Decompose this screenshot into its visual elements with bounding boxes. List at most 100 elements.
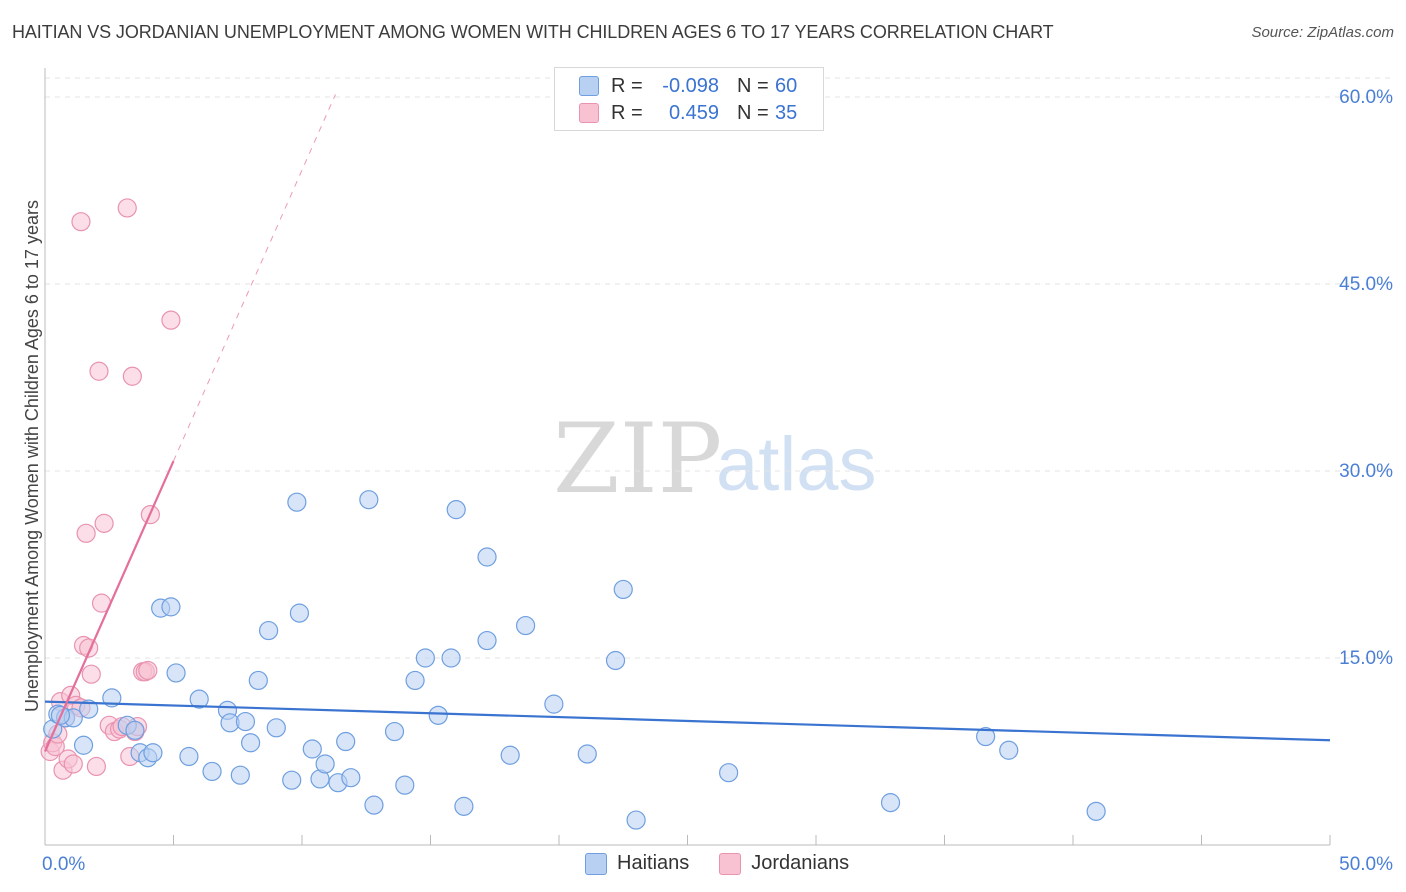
gridlines <box>45 77 1395 659</box>
series-jordanians <box>40 198 181 780</box>
point-jordanians <box>81 664 101 684</box>
point-haitians <box>976 726 996 747</box>
point-haitians <box>477 547 497 567</box>
point-jordanians <box>161 310 181 330</box>
x-tick-labels: 0.0% 50.0% <box>42 854 1393 875</box>
legend-label-haitians: Haitians <box>617 852 690 874</box>
point-haitians <box>415 648 435 668</box>
legend-item-jordanians[interactable]: Jordanians <box>719 852 849 875</box>
point-haitians <box>179 746 199 767</box>
point-haitians <box>258 620 279 641</box>
legend-r-value: -0.098 <box>662 74 719 97</box>
legend-row-haitians: R = -0.098 N = 60 <box>579 73 797 99</box>
legend-item-haitians[interactable]: Haitians <box>585 852 689 875</box>
trendline-jordanians <box>43 460 175 752</box>
watermark-zip: ZIP <box>553 403 722 515</box>
point-jordanians <box>94 513 114 533</box>
point-haitians <box>79 699 99 719</box>
point-haitians <box>515 615 536 636</box>
point-haitians <box>341 768 361 788</box>
y-tick-labels: 15.0% 30.0% 45.0% 60.0% <box>1339 87 1393 669</box>
point-haitians <box>282 770 302 790</box>
point-haitians <box>441 648 461 668</box>
point-haitians <box>230 765 250 785</box>
legend-row-jordanians: R = 0.459 N = 35 <box>579 100 797 126</box>
point-jordanians <box>71 212 91 232</box>
x-tick-label: 50.0% <box>1339 854 1393 875</box>
y-tick-label: 30.0% <box>1339 461 1393 482</box>
point-haitians <box>336 731 356 752</box>
y-tick-label: 60.0% <box>1339 87 1393 108</box>
point-haitians <box>315 754 335 774</box>
point-haitians <box>719 763 739 783</box>
point-jordanians <box>76 523 96 543</box>
legend-series: Haitians Jordanians <box>585 852 879 875</box>
point-haitians <box>73 735 94 755</box>
point-haitians <box>1086 801 1106 821</box>
point-haitians <box>500 745 520 765</box>
point-haitians <box>999 740 1019 760</box>
point-haitians <box>446 500 466 520</box>
watermark-atlas: atlas <box>716 422 877 507</box>
legend-n-value: 35 <box>775 101 798 124</box>
watermark: ZIP atlas <box>553 403 877 515</box>
legend-label-jordanians: Jordanians <box>751 852 850 874</box>
point-haitians <box>428 705 448 725</box>
point-haitians <box>395 775 415 795</box>
point-haitians <box>248 670 268 691</box>
legend-swatch-haitians <box>579 76 599 96</box>
point-haitians <box>166 663 186 683</box>
point-haitians <box>626 810 646 830</box>
point-haitians <box>454 796 474 816</box>
trendline-haitians <box>44 700 1331 742</box>
legend-n-value: 60 <box>775 74 798 97</box>
point-jordanians <box>63 754 83 774</box>
legend-n-label: N = <box>737 74 769 97</box>
point-jordanians <box>89 361 109 381</box>
chart-title: HAITIAN VS JORDANIAN UNEMPLOYMENT AMONG … <box>12 22 1054 42</box>
legend-swatch-haitians <box>585 852 607 875</box>
point-haitians <box>235 711 256 732</box>
point-haitians <box>880 793 901 813</box>
point-haitians <box>202 761 222 782</box>
y-tick-label: 15.0% <box>1339 648 1393 669</box>
point-jordanians <box>122 366 142 386</box>
point-haitians <box>364 795 384 815</box>
y-axis-label: Unemployment Among Women with Children A… <box>22 200 42 712</box>
axes <box>44 68 1331 846</box>
trendline-jordanians-extension <box>173 94 336 462</box>
point-haitians <box>289 603 310 623</box>
point-haitians <box>266 718 286 738</box>
trendlines <box>43 94 1331 752</box>
legend-swatch-jordanians <box>719 852 742 875</box>
point-haitians <box>287 492 307 512</box>
legend-n-label: N = <box>737 101 769 124</box>
legend-correlation: R = -0.098 N = 60 R = 0.459 N = 35 <box>554 67 824 131</box>
legend-r-label: R = <box>611 74 643 97</box>
series-haitians <box>43 490 1106 830</box>
point-haitians <box>605 650 626 671</box>
legend-swatch-jordanians <box>579 103 599 123</box>
point-haitians <box>577 744 597 764</box>
point-jordanians <box>117 198 137 218</box>
point-haitians <box>125 720 145 740</box>
x-tick-label: 0.0% <box>42 854 85 875</box>
point-haitians <box>359 490 379 510</box>
legend-r-label: R = <box>611 101 643 124</box>
point-haitians <box>405 670 425 691</box>
y-tick-label: 45.0% <box>1339 274 1393 295</box>
point-haitians <box>544 694 564 714</box>
legend-r-value: 0.459 <box>668 101 719 124</box>
point-haitians <box>613 579 633 600</box>
point-haitians <box>302 739 322 759</box>
point-jordanians <box>138 660 158 681</box>
source-credit: Source: ZipAtlas.com <box>1251 24 1394 41</box>
point-haitians <box>384 721 405 742</box>
point-haitians <box>241 733 261 753</box>
point-haitians <box>102 688 122 708</box>
point-haitians <box>477 630 497 651</box>
point-haitians <box>189 689 209 709</box>
point-jordanians <box>86 756 107 777</box>
point-haitians <box>161 597 181 617</box>
